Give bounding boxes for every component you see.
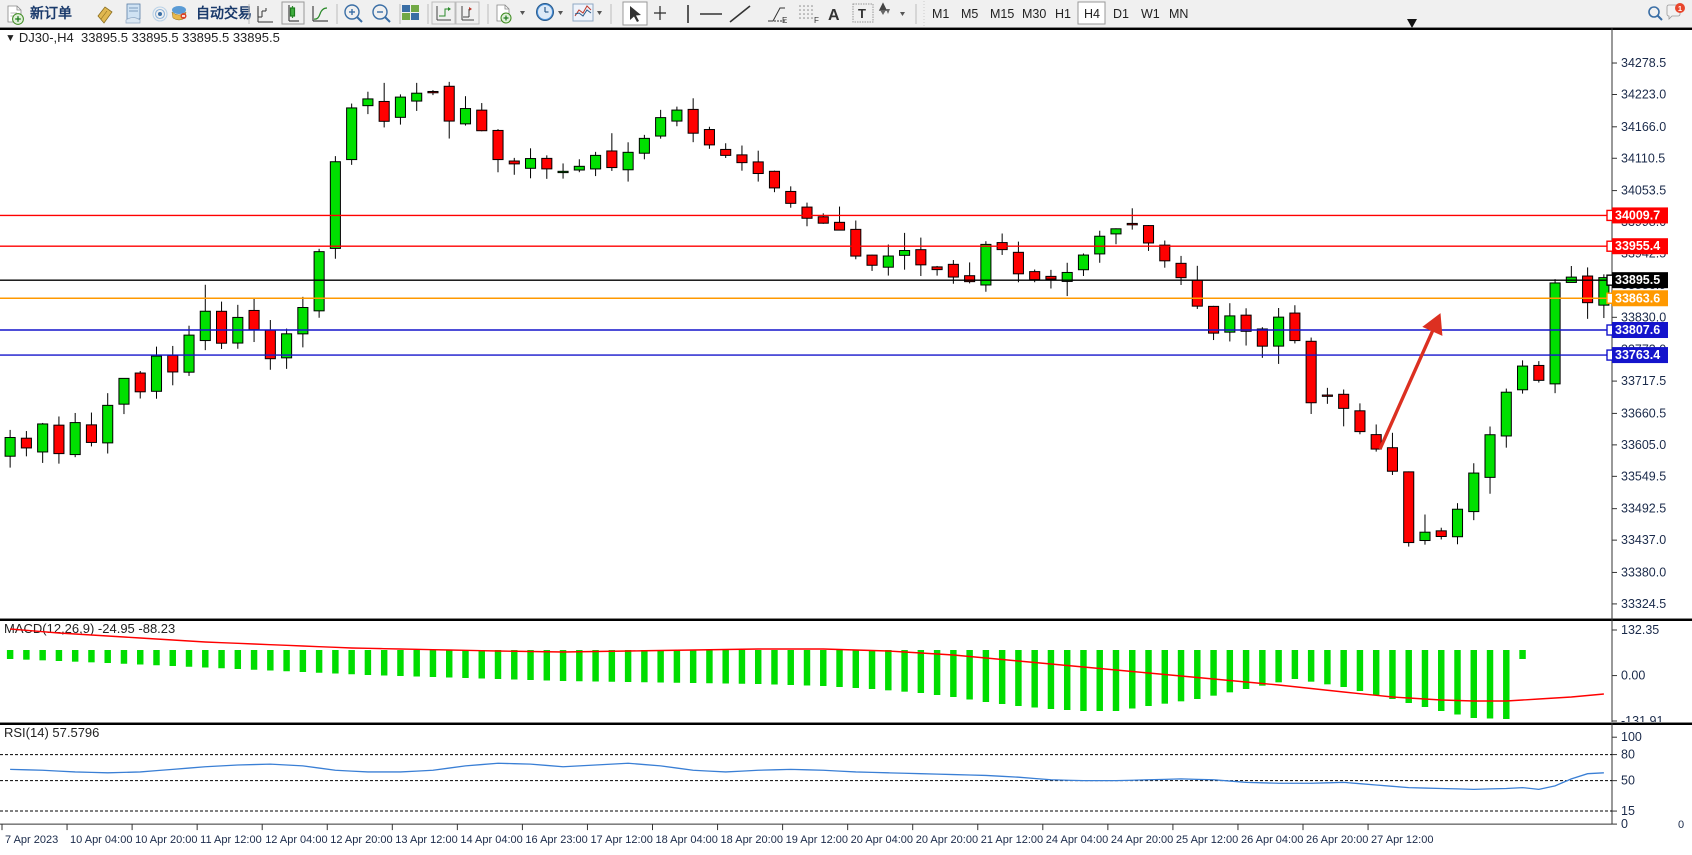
svg-text:34009.7: 34009.7 [1615,208,1660,222]
svg-text:33324.5: 33324.5 [1621,597,1666,611]
svg-text:34223.0: 34223.0 [1621,87,1666,101]
svg-text:26 Apr 20:00: 26 Apr 20:00 [1306,834,1368,846]
svg-text:10 Apr 04:00: 10 Apr 04:00 [70,834,132,846]
svg-text:33717.5: 33717.5 [1621,374,1666,388]
svg-text:34110.5: 34110.5 [1621,151,1665,165]
svg-text:100: 100 [1621,730,1642,744]
svg-text:16 Apr 23:00: 16 Apr 23:00 [525,834,587,846]
svg-text:M1: M1 [932,7,949,21]
svg-text:33605.0: 33605.0 [1621,438,1666,452]
svg-text:132.35: 132.35 [1621,623,1659,637]
svg-text:33955.4: 33955.4 [1615,239,1660,253]
svg-text:E: E [782,16,787,25]
svg-text:-131.91: -131.91 [1621,714,1663,723]
svg-text:14 Apr 04:00: 14 Apr 04:00 [460,834,522,846]
svg-text:7 Apr 2023: 7 Apr 2023 [5,834,58,846]
svg-text:33492.5: 33492.5 [1621,502,1666,516]
svg-text:33763.4: 33763.4 [1615,348,1660,362]
svg-text:27 Apr 12:00: 27 Apr 12:00 [1371,834,1433,846]
svg-text:W1: W1 [1141,7,1160,21]
svg-text:13 Apr 12:00: 13 Apr 12:00 [395,834,457,846]
svg-text:34278.5: 34278.5 [1621,56,1666,70]
svg-text:24 Apr 04:00: 24 Apr 04:00 [1046,834,1108,846]
svg-text:18 Apr 20:00: 18 Apr 20:00 [721,834,783,846]
svg-text:80: 80 [1621,748,1635,762]
svg-text:33895.5: 33895.5 [1615,273,1660,287]
svg-text:A: A [828,7,840,24]
svg-text:17 Apr 12:00: 17 Apr 12:00 [590,834,652,846]
svg-text:24 Apr 20:00: 24 Apr 20:00 [1111,834,1173,846]
svg-text:D1: D1 [1113,7,1129,21]
svg-text:21 Apr 12:00: 21 Apr 12:00 [981,834,1043,846]
svg-text:18 Apr 04:00: 18 Apr 04:00 [656,834,718,846]
svg-text:自动交易: 自动交易 [196,5,252,21]
svg-text:33380.0: 33380.0 [1621,565,1666,579]
svg-text:25 Apr 12:00: 25 Apr 12:00 [1176,834,1238,846]
svg-text:0.00: 0.00 [1621,669,1645,683]
svg-text:15: 15 [1621,804,1635,818]
svg-text:M5: M5 [961,7,978,21]
svg-text:M15: M15 [990,7,1014,21]
svg-text:F: F [814,16,819,25]
svg-text:T: T [858,6,866,21]
svg-text:50: 50 [1621,774,1635,788]
svg-text:34053.5: 34053.5 [1621,184,1666,198]
svg-text:33437.0: 33437.0 [1621,533,1666,547]
svg-text:12 Apr 04:00: 12 Apr 04:00 [265,834,327,846]
svg-text:H1: H1 [1055,7,1071,21]
svg-text:33549.5: 33549.5 [1621,469,1666,483]
svg-text:H4: H4 [1084,7,1100,21]
svg-text:33807.6: 33807.6 [1615,323,1660,337]
svg-text:20 Apr 20:00: 20 Apr 20:00 [916,834,978,846]
svg-text:10 Apr 20:00: 10 Apr 20:00 [135,834,197,846]
svg-text:11 Apr 12:00: 11 Apr 12:00 [200,834,262,846]
svg-text:33660.5: 33660.5 [1621,406,1666,420]
svg-text:1: 1 [1678,4,1682,13]
svg-text:34166.0: 34166.0 [1621,120,1666,134]
svg-text:12 Apr 20:00: 12 Apr 20:00 [330,834,392,846]
svg-text:0: 0 [1678,819,1684,831]
svg-text:33863.6: 33863.6 [1615,291,1660,305]
svg-text:0: 0 [1621,817,1628,831]
svg-text:19 Apr 12:00: 19 Apr 12:00 [786,834,848,846]
svg-text:26 Apr 04:00: 26 Apr 04:00 [1241,834,1303,846]
svg-text:20 Apr 04:00: 20 Apr 04:00 [851,834,913,846]
svg-text:M30: M30 [1022,7,1046,21]
svg-text:MN: MN [1169,7,1188,21]
svg-text:新订单: 新订单 [30,5,72,21]
